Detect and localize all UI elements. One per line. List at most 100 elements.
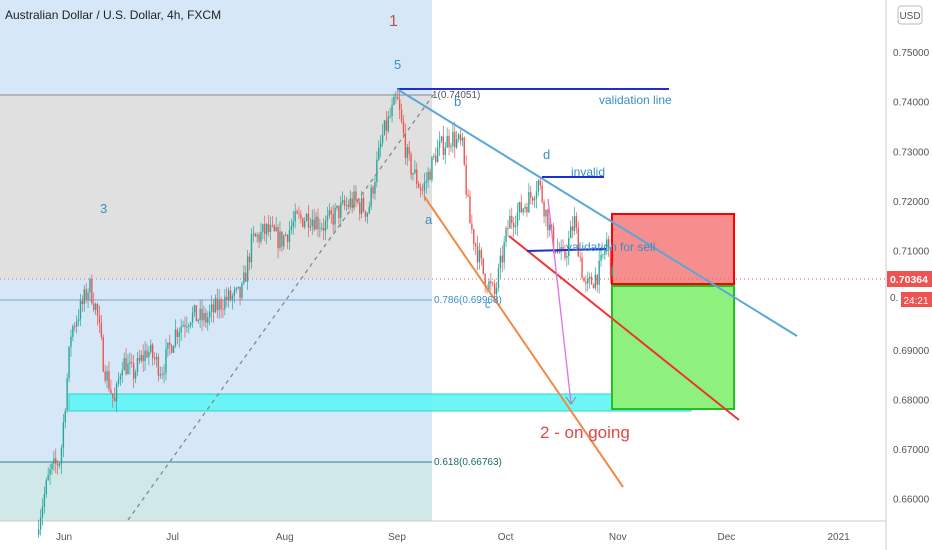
projection-arrowhead [565, 396, 577, 405]
candle-body [174, 329, 177, 346]
validation-line-label: validation line [599, 93, 672, 107]
candle-body [193, 305, 196, 313]
candle-body [596, 274, 598, 285]
candle-body [465, 164, 467, 195]
candle-body [461, 137, 464, 141]
candle-body [467, 194, 469, 197]
countdown-tag [901, 292, 932, 307]
candle-body [264, 224, 266, 235]
time-tick-label: Nov [609, 532, 627, 543]
candle-body [66, 378, 68, 411]
candle-body [448, 136, 450, 148]
candle-body [417, 183, 420, 188]
candle-body [433, 155, 435, 158]
wedge-upper-line[interactable] [508, 235, 740, 421]
candle-body [148, 352, 150, 358]
candle-body [471, 223, 473, 230]
channel-upper[interactable] [396, 88, 798, 337]
candle-body [602, 254, 604, 256]
candle-body [275, 227, 277, 232]
candle-body [37, 529, 40, 535]
support-zone[interactable] [68, 393, 692, 412]
candle-body [588, 276, 591, 279]
candle-body [203, 312, 205, 321]
candle-body [368, 206, 370, 214]
candle-body [129, 362, 131, 364]
candle-body [457, 134, 460, 139]
candle-body [189, 322, 192, 326]
time-tick-label: Dec [717, 532, 735, 543]
currency-button-label[interactable]: USD [899, 11, 920, 22]
candle-body [511, 215, 513, 224]
candle-body [256, 234, 258, 237]
candle-body [414, 169, 416, 174]
candle-body [290, 226, 293, 231]
candle-body [151, 344, 154, 359]
candle-body [463, 137, 465, 165]
candle-body [341, 200, 344, 203]
candle-body [233, 289, 236, 296]
candle-body [167, 342, 169, 349]
candle-body [56, 463, 59, 466]
candle-body [100, 323, 103, 338]
candle-body [39, 517, 42, 530]
candle-body [336, 205, 338, 208]
candle-body [298, 213, 300, 215]
currency-button[interactable] [897, 5, 923, 25]
candle-body [355, 191, 357, 201]
projection-arrow [547, 198, 572, 404]
candle-body [427, 171, 429, 182]
candle-body [533, 198, 536, 201]
stop-loss-box[interactable] [611, 213, 735, 285]
candle-body [436, 147, 439, 163]
candle-body [159, 374, 161, 376]
candle-body [474, 243, 477, 246]
candle-body [229, 290, 232, 300]
candle-body [191, 312, 194, 323]
candle-body [41, 506, 44, 518]
candle-body [408, 147, 410, 155]
candle-body [252, 233, 255, 235]
candle-body [376, 159, 378, 183]
candle-body [131, 362, 133, 364]
candle-body [207, 317, 209, 323]
candle-body [317, 216, 319, 229]
candle-body [115, 383, 118, 402]
validation-sell-line[interactable] [526, 248, 607, 252]
candle-body [378, 147, 380, 160]
candle-body [245, 272, 247, 282]
wave-2-ongoing-label: 2 - on going [540, 423, 630, 442]
candle-body [127, 363, 129, 375]
candle-body [113, 397, 116, 402]
price-tick-label: 0.69000 [893, 346, 930, 357]
candle-body [220, 299, 222, 310]
candle-body [531, 197, 534, 201]
candle-body [195, 305, 198, 322]
candle-body [571, 226, 574, 231]
candle-body [421, 190, 424, 192]
candle-body [400, 109, 403, 122]
candle-body [140, 355, 142, 361]
wave-5-label: 5 [394, 57, 401, 72]
candle-body [186, 326, 188, 328]
candle-body [60, 447, 63, 464]
candle-body [484, 273, 486, 287]
candle-body [514, 225, 517, 228]
candle-body [416, 169, 418, 184]
candle-body [302, 218, 304, 227]
candle-body [182, 325, 184, 327]
candle-body [505, 228, 507, 242]
candle-body [222, 309, 224, 310]
candle-body [490, 281, 492, 284]
candle-body [146, 350, 148, 358]
candle-body [216, 298, 218, 311]
candle-body [566, 256, 568, 258]
candle-body [47, 474, 49, 481]
candle-body [267, 223, 270, 232]
candle-body [473, 229, 475, 244]
candle-body [258, 234, 260, 242]
time-tick-label: 2021 [827, 532, 850, 543]
take-profit-box[interactable] [611, 285, 735, 410]
wedge-lower-line[interactable] [423, 195, 624, 488]
